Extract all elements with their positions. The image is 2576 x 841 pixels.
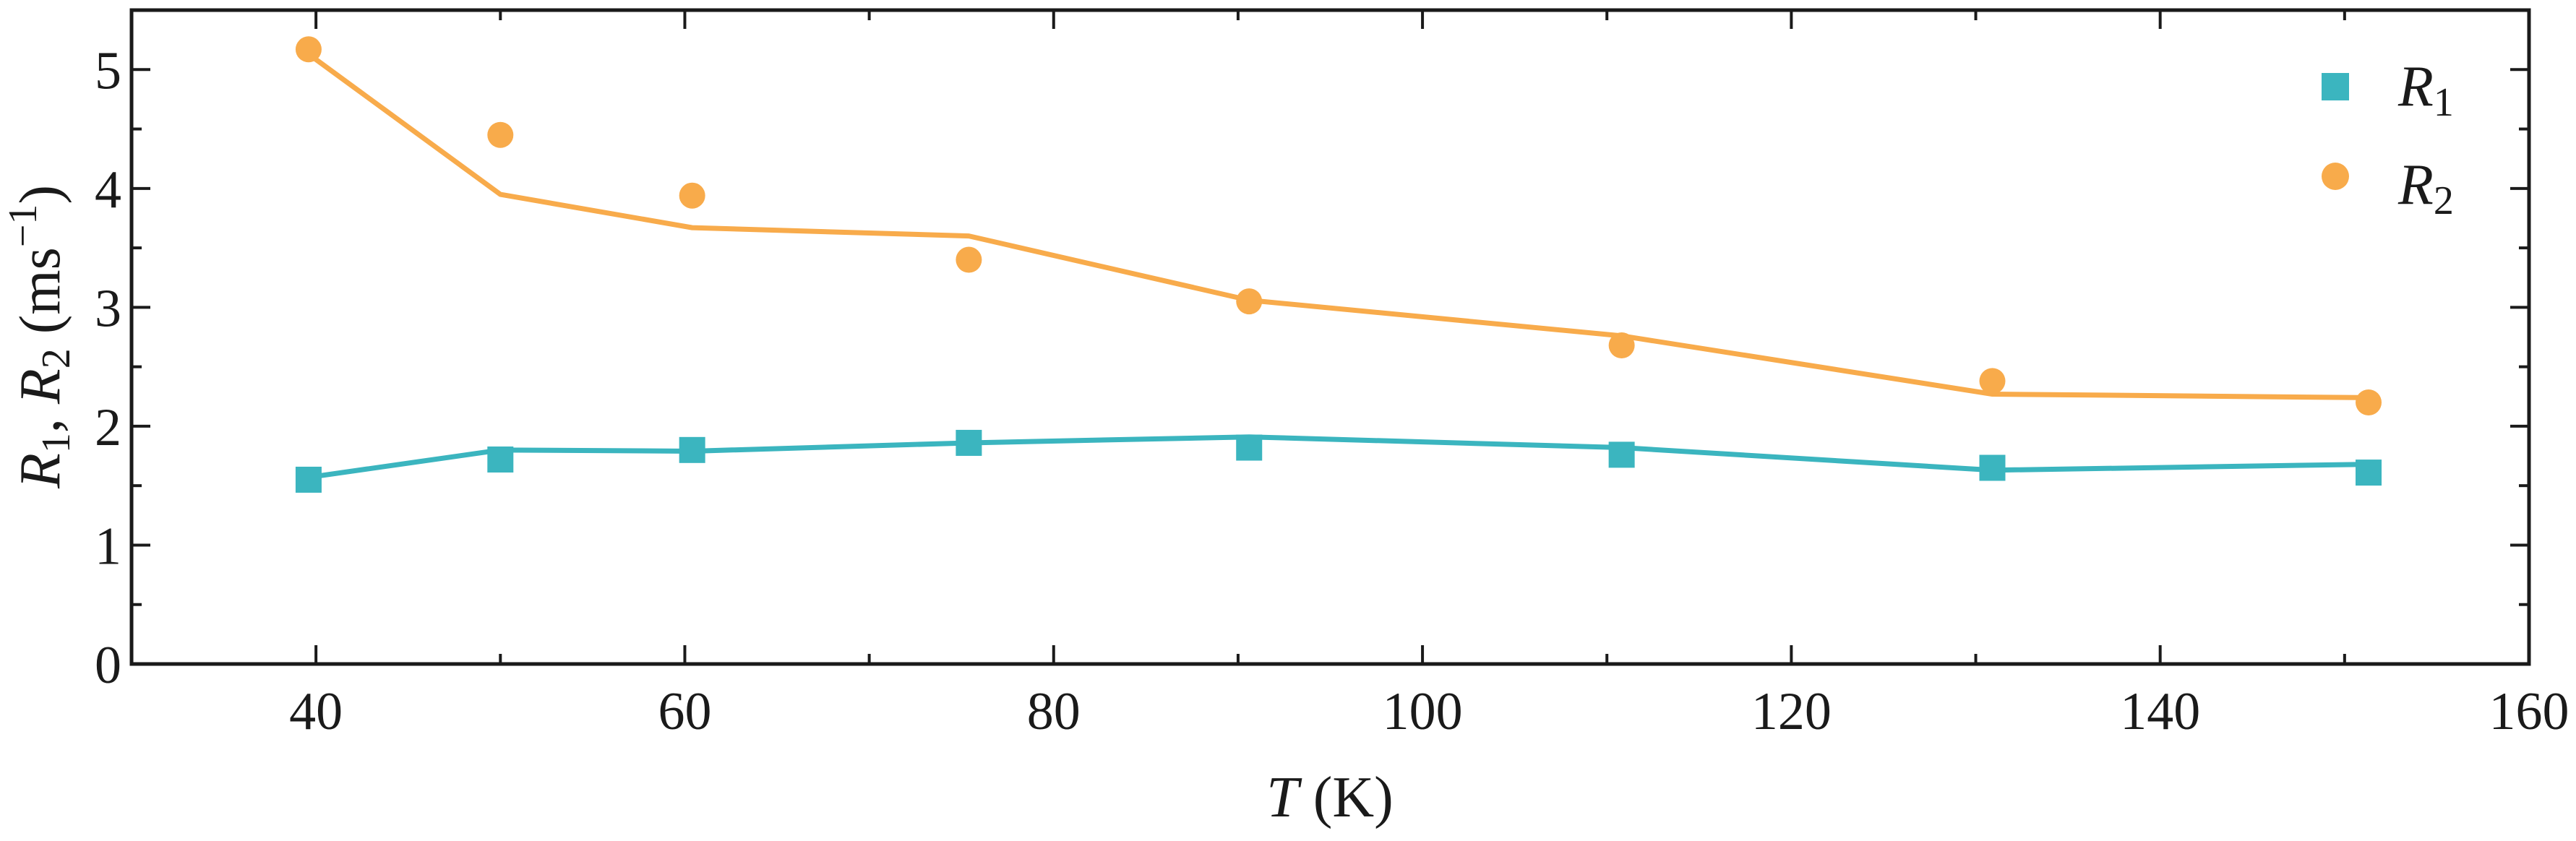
x-tick-label: 140 — [2120, 682, 2200, 741]
data-point-r1 — [679, 436, 705, 463]
plot-frame — [129, 8, 2531, 666]
data-point-r1 — [956, 429, 982, 456]
data-point-r2 — [295, 36, 322, 63]
data-point-r2 — [956, 246, 982, 273]
x-tick-label: 100 — [1383, 682, 1463, 741]
legend: R1 R2 — [2322, 55, 2454, 223]
data-point-r2 — [2356, 389, 2382, 415]
data-point-r2 — [487, 121, 514, 148]
data-point-r1 — [1979, 454, 2006, 481]
data-point-r1 — [487, 446, 514, 473]
x-axis-label: T (K) — [1266, 766, 1394, 829]
fit-line-r1 — [308, 434, 2369, 480]
y-tick-label: 2 — [95, 398, 121, 457]
fit-lines — [306, 52, 2369, 480]
y-tick-label: 4 — [95, 160, 121, 220]
data-point-r2 — [1979, 368, 2006, 394]
x-tick-label: 120 — [1751, 682, 1832, 741]
y-tick-label: 3 — [95, 279, 121, 338]
x-tick-label: 160 — [2489, 682, 2569, 741]
legend-label-r1: R1 — [2397, 55, 2454, 125]
data-point-r1 — [1236, 434, 1263, 461]
legend-label-r2: R2 — [2397, 153, 2454, 223]
fit-line-r2 — [306, 52, 2369, 400]
data-markers — [295, 36, 2382, 493]
y-tick-label: 0 — [95, 636, 121, 695]
data-point-r1 — [295, 466, 322, 493]
legend-marker-r2 — [2322, 163, 2349, 190]
axis-ticks — [132, 10, 2530, 665]
x-tick-label: 40 — [289, 682, 343, 741]
y-axis-label: R1, R2 (ms−1) — [1, 185, 79, 489]
x-tick-label: 60 — [658, 682, 711, 741]
data-point-r2 — [679, 182, 705, 209]
data-point-r2 — [1236, 288, 1263, 315]
data-point-r1 — [2356, 460, 2382, 486]
y-tick-label: 1 — [95, 517, 121, 576]
tick-labels: 40 60 80 100 120 140 160 0 1 2 3 4 5 — [95, 41, 2569, 741]
x-tick-label: 80 — [1027, 682, 1081, 741]
legend-marker-r1 — [2322, 73, 2349, 100]
data-point-r2 — [1608, 332, 1635, 359]
y-tick-label: 5 — [95, 41, 121, 100]
data-point-r1 — [1608, 441, 1635, 468]
